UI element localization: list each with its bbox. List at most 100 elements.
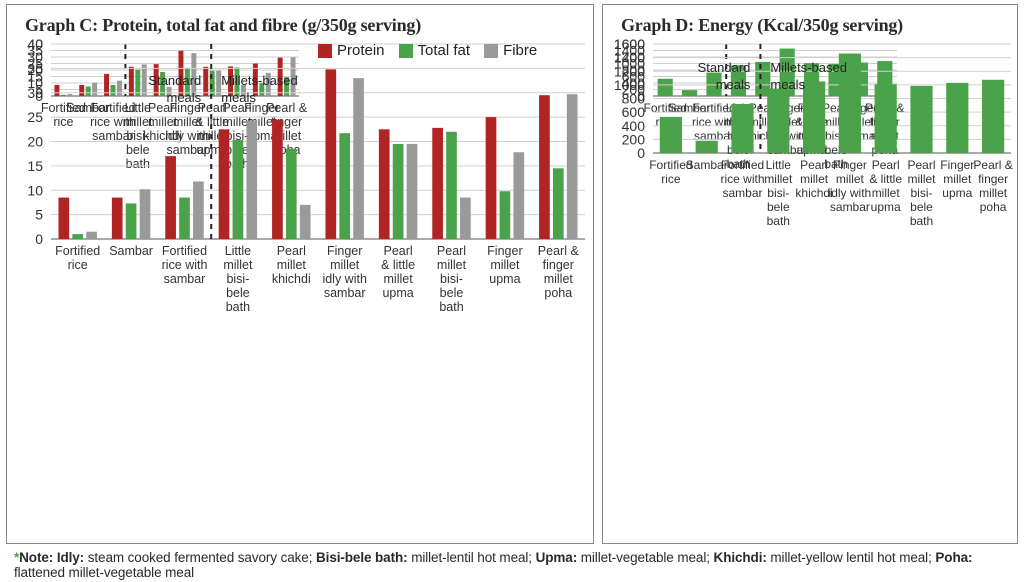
footnote-def: millet-vegetable meal (581, 550, 706, 565)
svg-text:600: 600 (622, 104, 646, 120)
graph-c-legend: Protein Total fat Fibre (318, 42, 537, 59)
svg-text:sambar: sambar (164, 272, 206, 286)
legend-item: Total fat (399, 42, 471, 59)
svg-text:Sambar: Sambar (109, 244, 153, 258)
svg-text:sambar: sambar (830, 200, 870, 214)
svg-text:10: 10 (27, 182, 43, 198)
svg-text:bath: bath (126, 157, 150, 171)
footnote-term: Khichdi: (714, 550, 767, 565)
svg-text:bele: bele (767, 200, 790, 214)
footnote-term: Upma: (536, 550, 578, 565)
legend-swatch (399, 44, 413, 58)
footnote-prefix: Note: (19, 550, 57, 565)
svg-text:Little: Little (225, 244, 251, 258)
svg-text:Fortified: Fortified (721, 158, 764, 172)
svg-text:idly with: idly with (322, 272, 367, 286)
svg-text:1000: 1000 (614, 77, 645, 93)
legend-swatch (484, 44, 498, 58)
svg-text:millet: millet (384, 272, 414, 286)
svg-text:25: 25 (27, 109, 43, 125)
svg-text:upma: upma (871, 200, 901, 214)
svg-text:bath: bath (439, 300, 463, 314)
svg-text:idly with: idly with (829, 186, 872, 200)
svg-text:& little: & little (381, 258, 415, 272)
svg-text:Finger: Finger (940, 158, 974, 172)
svg-text:1400: 1400 (614, 50, 645, 66)
svg-text:millet: millet (223, 258, 253, 272)
svg-text:rice with: rice with (162, 258, 208, 272)
annotation-standard-meals-c: Standardmeals (148, 73, 201, 106)
svg-text:millet: millet (943, 172, 972, 186)
svg-text:bele: bele (126, 143, 150, 157)
annotation-standard-meals-d: Standardmeals (698, 60, 751, 93)
svg-text:bisi-: bisi- (910, 186, 932, 200)
svg-text:Little: Little (766, 158, 792, 172)
svg-text:Fortified: Fortified (162, 244, 207, 258)
graph-d-panel: Graph D: Energy (Kcal/350g serving) 0200… (602, 4, 1018, 544)
svg-text:upma: upma (382, 286, 413, 300)
svg-text:millet: millet (544, 272, 574, 286)
svg-text:& little: & little (869, 172, 902, 186)
svg-text:Pearl: Pearl (384, 244, 413, 258)
graph-c-title: Graph C: Protein, total fat and fibre (g… (7, 5, 593, 38)
svg-text:Fortified: Fortified (55, 244, 100, 258)
svg-text:Pearl &: Pearl & (538, 244, 580, 258)
svg-text:millet: millet (277, 258, 307, 272)
svg-text:rice: rice (68, 258, 88, 272)
footnote-def: steam cooked fermented savory cake (88, 550, 309, 565)
svg-text:Finger: Finger (327, 244, 362, 258)
footnote-term: Bisi-bele bath: (316, 550, 408, 565)
svg-text:40: 40 (27, 38, 43, 52)
svg-text:finger: finger (543, 258, 574, 272)
svg-text:Finger: Finger (833, 158, 867, 172)
svg-text:upma: upma (489, 272, 520, 286)
svg-text:rice: rice (661, 172, 681, 186)
svg-text:millet: millet (490, 258, 520, 272)
svg-text:rice with: rice with (720, 172, 764, 186)
legend-label: Total fat (418, 42, 471, 59)
svg-text:finger: finger (978, 172, 1008, 186)
svg-text:bisi-: bisi- (767, 186, 789, 200)
svg-text:bath: bath (226, 300, 250, 314)
svg-text:30: 30 (27, 85, 43, 101)
svg-text:35: 35 (27, 60, 43, 76)
svg-text:sambar: sambar (722, 186, 762, 200)
svg-text:5: 5 (35, 207, 43, 223)
svg-text:Pearl: Pearl (277, 244, 306, 258)
svg-text:khichdi: khichdi (272, 272, 311, 286)
footnote: *Note: Idly: steam cooked fermented savo… (6, 544, 1018, 580)
footnote-def: flattened millet-vegetable meal (14, 565, 194, 580)
svg-text:1600: 1600 (614, 38, 645, 52)
svg-text:Finger: Finger (487, 244, 522, 258)
svg-text:800: 800 (622, 91, 646, 107)
svg-text:upma: upma (942, 186, 972, 200)
svg-text:bele: bele (226, 286, 250, 300)
svg-text:millet: millet (800, 172, 829, 186)
svg-text:bele: bele (910, 200, 933, 214)
svg-text:Pearl: Pearl (872, 158, 900, 172)
legend-item: Fibre (484, 42, 537, 59)
svg-text:1200: 1200 (614, 63, 645, 79)
legend-label: Fibre (503, 42, 537, 59)
svg-text:Pearl: Pearl (437, 244, 466, 258)
graph-d-title: Graph D: Energy (Kcal/350g serving) (603, 5, 1017, 38)
legend-label: Protein (337, 42, 385, 59)
svg-text:millet: millet (872, 186, 901, 200)
svg-text:bath: bath (767, 214, 790, 228)
graph-c-panel: Graph C: Protein, total fat and fibre (g… (6, 4, 594, 544)
footnote-def: millet-lentil hot meal (411, 550, 528, 565)
legend-item: Protein (318, 42, 385, 59)
svg-text:Pearl: Pearl (907, 158, 935, 172)
svg-text:millet: millet (764, 172, 793, 186)
svg-text:400: 400 (622, 118, 646, 134)
svg-text:bisi-: bisi- (440, 272, 463, 286)
svg-text:millet: millet (979, 186, 1008, 200)
svg-text:15: 15 (27, 158, 43, 174)
graph-c-chart: 0510152025303540FortifiedriceSambarForti… (7, 38, 593, 331)
svg-text:200: 200 (622, 131, 646, 147)
annotation-millets-meals-d: Millets-basedmeals (770, 60, 847, 93)
footnote-def: millet-yellow lentil hot meal (770, 550, 928, 565)
svg-text:khichdi: khichdi (795, 186, 832, 200)
svg-text:millet: millet (907, 172, 936, 186)
svg-text:bele: bele (440, 286, 464, 300)
